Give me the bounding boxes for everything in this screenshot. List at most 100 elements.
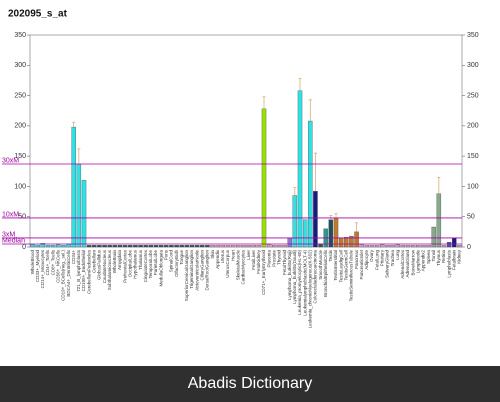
bar [76, 163, 82, 248]
x-tick-label: Fetalbrain [451, 250, 456, 271]
bar [86, 245, 92, 248]
bar [210, 245, 215, 248]
x-tick-label: FetalLung [374, 250, 379, 271]
y-tick-label: 100 [14, 183, 26, 190]
bar [333, 217, 339, 248]
y-tick-label: 300 [14, 62, 26, 69]
footer-text: Abadis Dictionary [188, 375, 313, 392]
chart-title: 202095_s_at [8, 9, 68, 20]
x-tick-label: CiliaryGanglion [199, 250, 204, 281]
x-tick-label: CD105+_Endothelial [81, 250, 86, 291]
bar [261, 108, 267, 248]
footer-banner [0, 366, 500, 402]
bar [50, 245, 56, 248]
x-tick-label: TrigeminalGanglion [189, 250, 194, 289]
bar [436, 193, 442, 248]
bar [158, 245, 164, 248]
bar [431, 226, 436, 248]
x-tick-label: Lymphoma_burkitts(Raji) [287, 250, 292, 300]
x-tick-label: Subthalamicnucleus [107, 249, 112, 290]
x-tick-label: Pons [163, 249, 168, 260]
x-tick-label: OlfactoryBulb [174, 250, 179, 278]
x-tick-label: Thyroid [277, 250, 282, 266]
bar [112, 245, 118, 248]
reference-label: Median [2, 237, 25, 244]
x-tick-label: AdrenalCortex [400, 249, 405, 279]
bar [395, 244, 400, 248]
x-tick-label: CD19+_BCells(neg._sel.) [61, 250, 66, 301]
bar [266, 244, 272, 248]
bar [194, 245, 200, 248]
x-tick-label: TemporalLobe [148, 250, 153, 279]
bar [318, 243, 323, 248]
bar [364, 245, 370, 248]
x-tick-label: Tonsil [431, 250, 436, 262]
bar [287, 237, 292, 248]
bar [153, 245, 159, 248]
bar [282, 245, 287, 248]
x-tick-label: OccipitalLobe [127, 250, 132, 278]
x-tick-label: Lymphnode [415, 250, 420, 274]
bar [56, 244, 61, 248]
y2-tick-label: 200 [467, 123, 479, 130]
x-tick-label: Lymphoblasts [446, 249, 451, 277]
x-tick-label: Testis [328, 249, 333, 261]
y-tick-label: 350 [14, 32, 26, 39]
bar [30, 244, 35, 248]
x-tick-label: SmoothMuscle [318, 250, 323, 280]
x-tick-label: 721_B_lymphoblasts [76, 249, 81, 292]
bar [292, 195, 298, 248]
x-tick-label: Lung [395, 250, 400, 261]
bar [143, 245, 148, 248]
x-tick-label: SalivaryGland [385, 250, 390, 279]
y-tick-label: 50 [18, 214, 26, 221]
x-tick-label: CD33+_Myeloid [35, 250, 40, 283]
bar [200, 245, 205, 248]
y-tick-label: 200 [14, 123, 26, 130]
x-tick-label: CD34+ [71, 250, 76, 265]
bar [45, 245, 51, 248]
x-tick-label: AdrenalGland [405, 250, 410, 278]
bar [302, 219, 308, 248]
x-tick-label: Leukemia_chronicMyelogenous(K-562) [307, 250, 312, 329]
bar [421, 245, 426, 248]
y-tick-label: 0 [22, 244, 26, 251]
bar [374, 245, 380, 248]
bar [128, 245, 133, 248]
reference-label: 30xM [2, 157, 19, 164]
bar [457, 245, 462, 248]
x-tick-label: DorsalRootGanglion [205, 250, 210, 291]
x-tick-label: GlobusPallidus [97, 249, 102, 280]
x-tick-label: Leukemialymphoblastic(MOLT-4) [302, 250, 307, 316]
x-tick-label: Trachea [390, 250, 395, 267]
bar [241, 245, 246, 248]
x-tick-label: CD56+_NKCells [55, 249, 60, 283]
bar [107, 245, 112, 248]
bar [220, 245, 226, 248]
bar [349, 235, 354, 248]
bar [71, 126, 76, 248]
x-tick-label: Cerebellum [91, 250, 96, 273]
reference-label: 3xM [2, 231, 15, 238]
bar [189, 245, 195, 248]
bar [122, 245, 128, 248]
bar [277, 245, 282, 248]
bar [169, 245, 174, 248]
x-tick-label: BronchialEpithelialCells [323, 249, 328, 297]
x-tick-label: Uterus [220, 249, 225, 263]
bar [369, 245, 375, 248]
bar [410, 245, 416, 248]
x-tick-label: Liver [246, 250, 251, 260]
bar [225, 245, 231, 248]
bar [179, 245, 184, 248]
bar [385, 245, 390, 248]
x-tick-label: FetalKidney [256, 249, 261, 274]
x-tick-label: Appendix2 [421, 250, 426, 272]
y2-tick-label: 300 [467, 62, 479, 69]
x-tick-label: CingulateCortex [143, 249, 148, 282]
bar [313, 191, 318, 248]
bar [416, 245, 421, 248]
x-tick-label: Heart [230, 249, 235, 261]
x-tick-label: Leukemia_promyelocytic(HL-60) [297, 250, 302, 315]
